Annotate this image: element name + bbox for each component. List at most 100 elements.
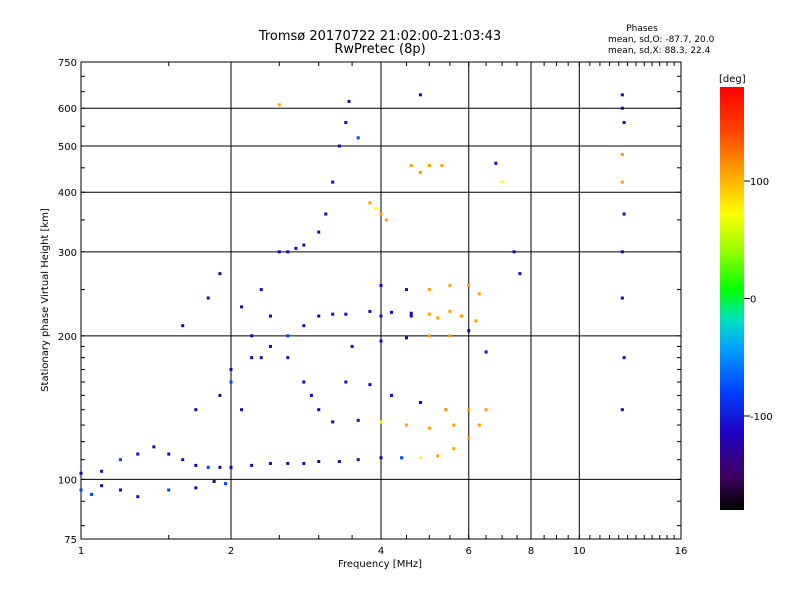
data-point (218, 465, 222, 469)
data-point (620, 106, 624, 110)
data-point (409, 311, 413, 315)
data-point (206, 296, 210, 300)
data-point (250, 356, 254, 360)
data-point (448, 283, 452, 287)
data-point (409, 314, 413, 318)
data-point (418, 400, 422, 404)
data-point (218, 393, 222, 397)
data-point (194, 463, 198, 467)
data-point (500, 180, 504, 184)
data-point (620, 408, 624, 412)
colorbar-label: [deg] (719, 74, 746, 85)
data-point (302, 324, 306, 328)
data-point (404, 336, 408, 340)
data-point (337, 460, 341, 464)
data-point (474, 319, 478, 323)
data-point (167, 452, 171, 456)
x-tick-labels: 1 2 4 6 8 10 16 (78, 546, 688, 557)
data-point (294, 246, 298, 250)
y-tick-label: 200 (58, 332, 77, 343)
data-point (317, 408, 321, 412)
colorbar (720, 87, 744, 510)
data-point (331, 420, 335, 424)
data-point (286, 334, 290, 338)
data-point (324, 212, 328, 216)
data-point (100, 469, 104, 473)
colorbar-ticks: 100 0 -100 (744, 177, 773, 423)
data-point (404, 288, 408, 292)
data-point (350, 344, 354, 348)
data-point (286, 461, 290, 465)
data-point (317, 460, 321, 464)
data-point (277, 103, 281, 107)
data-point (620, 296, 624, 300)
data-point (512, 250, 516, 254)
data-point (379, 314, 383, 318)
data-point (379, 339, 383, 343)
data-point (277, 250, 281, 254)
data-point (494, 161, 498, 165)
x-tick-label: 10 (573, 546, 586, 557)
data-point (268, 314, 272, 318)
phase-stats-o: mean, sd,O: -87.7, 20.0 (608, 35, 715, 45)
colorbar-tick-label: 0 (750, 295, 756, 306)
data-point (418, 170, 422, 174)
data-point (317, 314, 321, 318)
y-tick-label: 100 (58, 475, 77, 486)
data-point (427, 312, 431, 316)
data-point (309, 393, 313, 397)
data-point (302, 243, 306, 247)
y-tick-label: 300 (58, 248, 77, 259)
data-point (409, 164, 413, 168)
y-tick-label: 600 (58, 104, 77, 115)
data-point (229, 380, 233, 384)
data-point (418, 456, 422, 460)
data-point (181, 324, 185, 328)
data-point (448, 309, 452, 313)
data-point (484, 408, 488, 412)
data-point (379, 420, 383, 424)
data-point (452, 447, 456, 451)
x-tick-label: 6 (466, 546, 472, 557)
data-point (268, 344, 272, 348)
x-tick-label: 1 (78, 546, 84, 557)
y-axis-label: Stationary phase Virtual Height [km] (40, 208, 51, 392)
data-point (229, 465, 233, 469)
data-point (136, 495, 140, 499)
x-tick-label: 8 (528, 546, 534, 557)
data-point (259, 356, 263, 360)
x-tick-label: 4 (378, 546, 384, 557)
data-point (620, 152, 624, 156)
data-point (240, 408, 244, 412)
data-point (448, 334, 452, 338)
grid-lines (81, 62, 681, 539)
x-tick-label: 2 (228, 546, 234, 557)
data-point (79, 488, 83, 492)
colorbar-tick-label: -100 (750, 412, 773, 423)
data-point (467, 329, 471, 333)
data-point (444, 408, 448, 412)
data-point (167, 488, 171, 492)
data-point (356, 418, 360, 422)
data-point (212, 479, 216, 483)
x-tick-label: 16 (675, 546, 688, 557)
data-point (459, 314, 463, 318)
data-point (620, 180, 624, 184)
y-tick-label: 75 (64, 535, 77, 546)
data-point (79, 471, 83, 475)
data-point (344, 121, 348, 125)
data-point (467, 283, 471, 287)
data-point (436, 454, 440, 458)
data-point (368, 383, 372, 387)
data-point (302, 461, 306, 465)
data-point (368, 309, 372, 313)
data-point (302, 380, 306, 384)
data-point (404, 423, 408, 427)
data-point (118, 488, 122, 492)
data-point (518, 272, 522, 276)
data-point (90, 492, 94, 496)
chart-title: Tromsø 20170722 21:02:00-21:03:43 (258, 29, 501, 44)
data-point (390, 393, 394, 397)
data-points (79, 93, 626, 499)
